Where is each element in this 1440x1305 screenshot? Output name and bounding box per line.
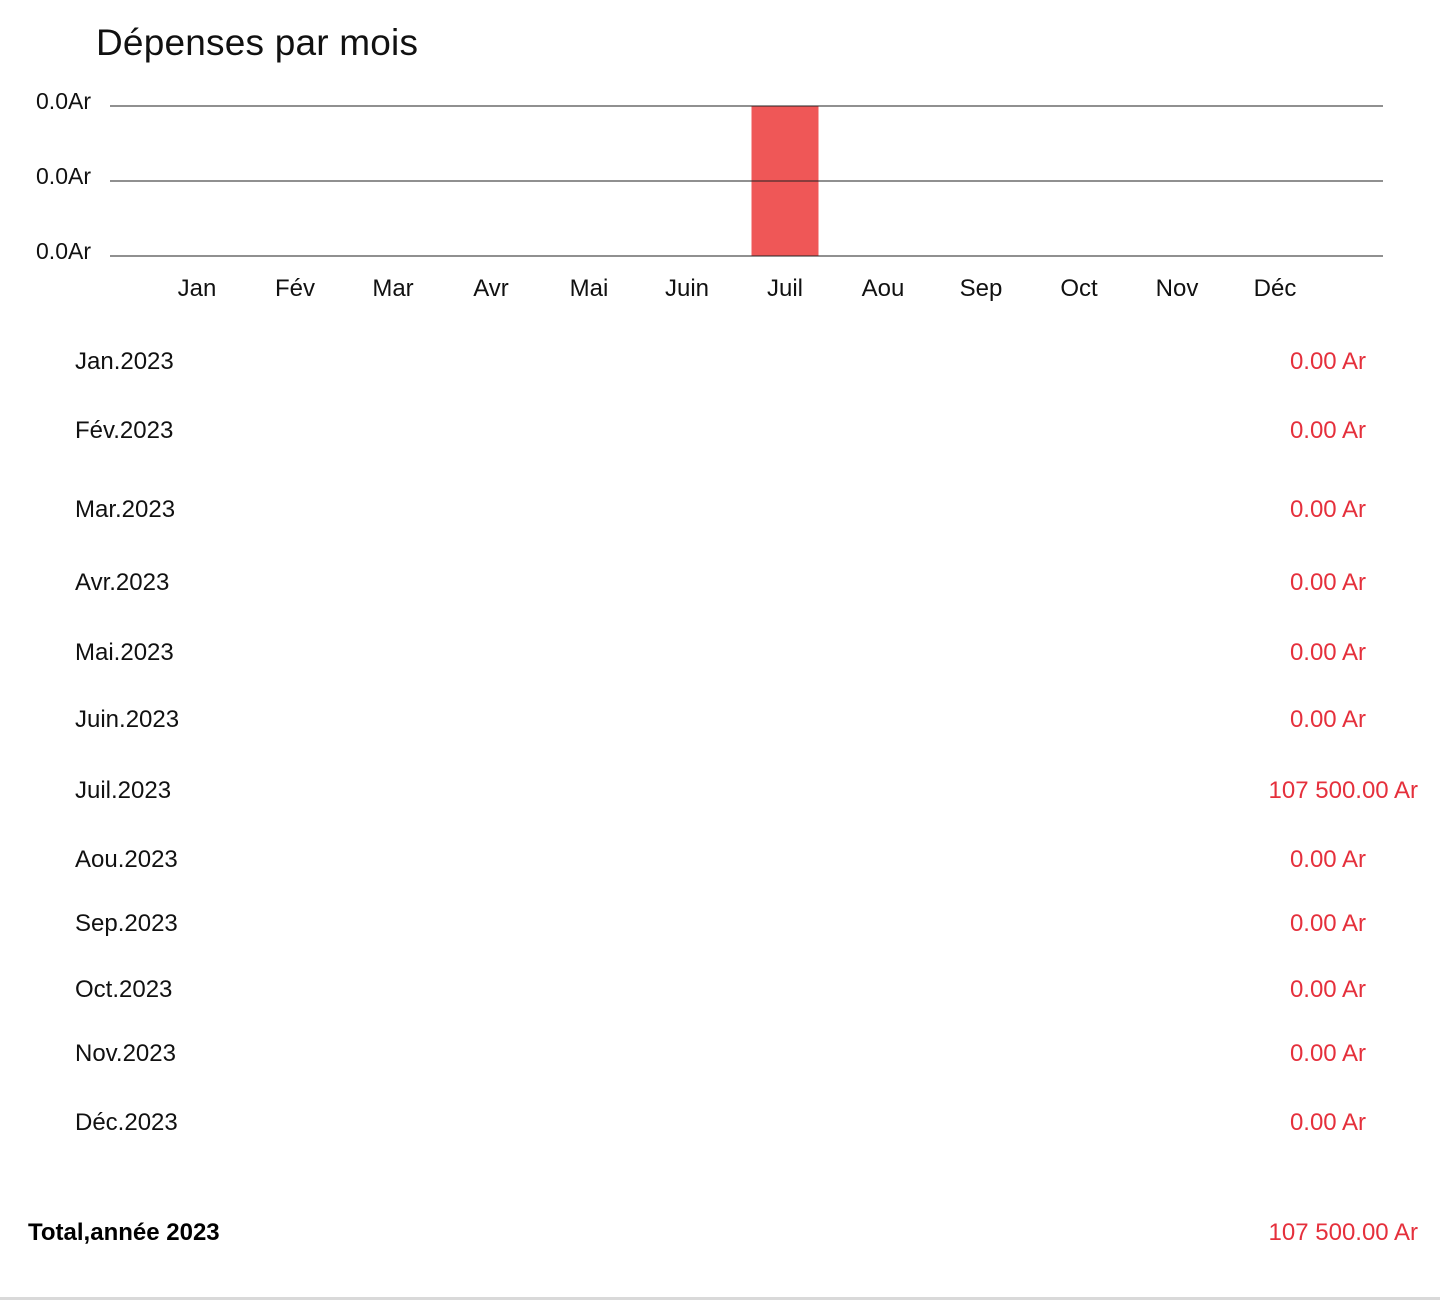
x-tick-label: Nov bbox=[1156, 275, 1199, 302]
total-year-value: 107 500.00 Ar bbox=[1268, 1219, 1418, 1246]
month-row-amount: 0.00 Ar bbox=[1289, 846, 1366, 873]
x-tick-label: Jan bbox=[178, 275, 217, 302]
month-row-amount: 0.00 Ar bbox=[1289, 1109, 1366, 1136]
x-tick-label: Mai bbox=[570, 275, 609, 302]
bottom-divider bbox=[0, 1297, 1440, 1300]
monthly-expenses-bar-chart: 0.0Ar 0.0Ar 0.0Ar Jan Fév Mar Avr Mai Juin Juil Ao… bbox=[36, 88, 1383, 302]
month-row-amount: 0.00 Ar bbox=[1289, 1040, 1366, 1067]
x-tick-label: Fév bbox=[275, 275, 315, 302]
x-tick-label: Avr bbox=[473, 275, 509, 302]
month-row-amount: 0.00 Ar bbox=[1289, 496, 1366, 523]
x-tick-label: Sep bbox=[960, 275, 1003, 302]
x-tick-label: Juin bbox=[665, 275, 709, 302]
month-row-amount: 0.00 Ar bbox=[1289, 910, 1366, 937]
month-row-amount: 0.00 Ar bbox=[1289, 569, 1366, 596]
month-row-amount: 0.00 Ar bbox=[1289, 348, 1366, 375]
total-year-label: Total,année 2023 bbox=[28, 1219, 220, 1246]
month-row-amount: 0.00 Ar bbox=[1289, 976, 1366, 1003]
month-row-label: Nov.2023 bbox=[75, 1040, 176, 1067]
month-row-amount: 107 500.00 Ar bbox=[1268, 777, 1418, 804]
month-row-label: Mai.2023 bbox=[75, 639, 174, 666]
month-row-label: Juin.2023 bbox=[75, 706, 180, 733]
chart-title: Dépenses par mois bbox=[96, 22, 419, 63]
month-row-label: Aou.2023 bbox=[75, 846, 178, 873]
month-row-label: Fév.2023 bbox=[75, 417, 174, 444]
x-tick-label: Oct bbox=[1060, 275, 1098, 302]
month-row-label: Mar.2023 bbox=[75, 496, 176, 523]
month-row-label: Déc.2023 bbox=[75, 1109, 178, 1136]
month-row-label: Sep.2023 bbox=[75, 910, 178, 937]
x-tick-label: Déc bbox=[1254, 275, 1297, 302]
month-row-label: Jan.2023 bbox=[75, 348, 174, 375]
y-tick-label: 0.0Ar bbox=[36, 238, 91, 264]
month-row-label: Oct.2023 bbox=[75, 976, 173, 1003]
month-row-label: Juil.2023 bbox=[75, 777, 172, 804]
month-row-amount: 0.00 Ar bbox=[1289, 417, 1366, 444]
month-row-amount: 0.00 Ar bbox=[1289, 639, 1366, 666]
x-tick-label: Mar bbox=[372, 275, 413, 302]
y-tick-label: 0.0Ar bbox=[36, 163, 91, 189]
y-tick-label: 0.0Ar bbox=[36, 88, 91, 114]
month-row-label: Avr.2023 bbox=[75, 569, 170, 596]
month-row-amount: 0.00 Ar bbox=[1289, 706, 1366, 733]
x-tick-label: Juil bbox=[767, 275, 803, 302]
x-tick-label: Aou bbox=[862, 275, 905, 302]
